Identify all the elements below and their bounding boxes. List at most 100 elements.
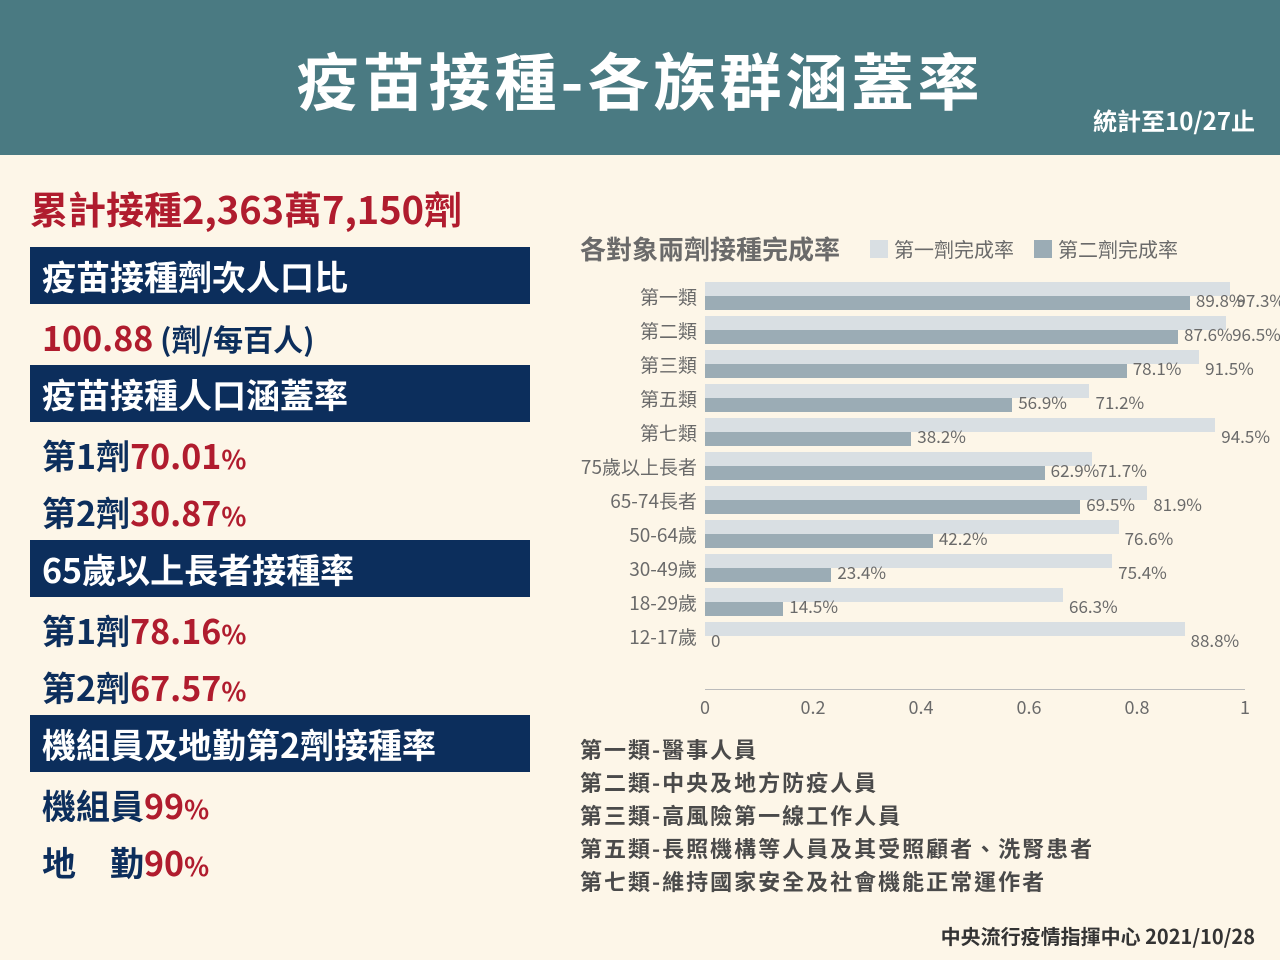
footnote-line: 第二類-中央及地方防疫人員 [580, 766, 1250, 799]
row-label: 18-29歲 [580, 589, 705, 616]
bar-first-dose [705, 520, 1119, 534]
x-tick: 0.6 [1017, 694, 1042, 720]
legend-label: 第二劑完成率 [1058, 234, 1178, 263]
bar-label: 81.9% [1153, 491, 1202, 516]
x-tick: 0.2 [801, 694, 826, 720]
chart-row: 第五類 56.9% 71.2% [580, 381, 1250, 415]
bar-first-dose [705, 622, 1185, 636]
bar-second-dose [705, 330, 1178, 344]
chart-row: 12-17歲0 88.8% [580, 619, 1250, 653]
bar-second-dose [705, 432, 911, 446]
bar-label: 97.3% [1236, 287, 1280, 312]
chart-header: 各對象兩劑接種完成率 第一劑完成率 第二劑完成率 [580, 230, 1250, 267]
bar-label: 71.2% [1095, 389, 1144, 414]
bar-second-dose [705, 534, 933, 548]
bar-label: 88.8% [1191, 627, 1240, 652]
row-label: 第二類 [580, 317, 705, 344]
legend-item: 第二劑完成率 [1034, 234, 1178, 263]
chart-row: 50-64歲 42.2% 76.6% [580, 517, 1250, 551]
footnote-line: 第五類-長照機構等人員及其受照顧者、洗腎患者 [580, 832, 1250, 865]
total-doses: 累計接種2,363萬7,150劑 [30, 180, 570, 235]
bar-second-dose [705, 568, 831, 582]
row-label: 30-49歲 [580, 555, 705, 582]
bar-label: 71.7% [1098, 457, 1147, 482]
row-label: 第五類 [580, 385, 705, 412]
legend-label: 第一劑完成率 [894, 234, 1014, 263]
footnote-line: 第三類-高風險第一線工作人員 [580, 799, 1250, 832]
legend-swatch [1034, 240, 1052, 258]
bar-first-dose [705, 452, 1092, 466]
bars: 23.4%75.4% [705, 551, 1250, 585]
row-label: 65-74長者 [580, 487, 705, 514]
bars: 56.9% 71.2% [705, 381, 1250, 415]
footnote-line: 第七類-維持國家安全及社會機能正常運作者 [580, 865, 1250, 898]
row-label: 第三類 [580, 351, 705, 378]
section-header: 疫苗接種人口涵蓋率 [30, 365, 530, 422]
row-label: 75歲以上長者 [580, 453, 705, 480]
bars: 38.2%94.5% [705, 415, 1250, 449]
x-tick: 0.8 [1125, 694, 1150, 720]
bar-first-dose [705, 282, 1230, 296]
section-header: 機組員及地勤第2劑接種率 [30, 715, 530, 772]
section-header: 疫苗接種劑次人口比 [30, 247, 530, 304]
bar-label: 42.2% [939, 525, 988, 550]
legend-swatch [870, 240, 888, 258]
bar-first-dose [705, 316, 1226, 330]
bar-label: 76.6% [1125, 525, 1174, 550]
bar-label: 87.6% [1184, 321, 1233, 346]
bar-second-dose [705, 364, 1127, 378]
bar-second-dose [705, 398, 1012, 412]
stat-line: 第2劑67.57% [30, 658, 570, 715]
chart-row: 第七類38.2%94.5% [580, 415, 1250, 449]
row-label: 50-64歲 [580, 521, 705, 548]
right-panel: 各對象兩劑接種完成率 第一劑完成率 第二劑完成率 第一類89.8%97.3% 第二類… [570, 180, 1250, 898]
content: 累計接種2,363萬7,150劑 疫苗接種劑次人口比100.88 (劑/每百人)… [0, 155, 1280, 898]
bars: 78.1%91.5% [705, 347, 1250, 381]
legend-item: 第一劑完成率 [870, 234, 1014, 263]
bar-second-dose [705, 500, 1080, 514]
row-label: 12-17歲 [580, 623, 705, 650]
chart-row: 第一類89.8%97.3% [580, 279, 1250, 313]
stat-line: 機組員99% [30, 776, 570, 833]
chart-legend: 第一劑完成率 第二劑完成率 [870, 234, 1178, 263]
row-label: 第七類 [580, 419, 705, 446]
page-title: 疫苗接種-各族群涵蓋率 [297, 33, 984, 123]
bar-label: 69.5% [1086, 491, 1135, 516]
footnotes: 第一類-醫事人員第二類-中央及地方防疫人員第三類-高風險第一線工作人員第五類-長… [580, 733, 1250, 898]
stat-line: 地 勤90% [30, 833, 570, 890]
chart-row: 30-49歲23.4%75.4% [580, 551, 1250, 585]
chart-row: 18-29歲14.5%66.3% [580, 585, 1250, 619]
bar-label: 14.5% [789, 593, 838, 618]
bar-label: 0 [711, 627, 720, 652]
stat-line: 100.88 (劑/每百人) [30, 308, 570, 365]
bar-label: 78.1% [1133, 355, 1182, 380]
section-header: 65歲以上長者接種率 [30, 540, 530, 597]
stat-line: 第2劑30.87% [30, 483, 570, 540]
x-axis: 00.20.40.60.81 [705, 689, 1245, 713]
bar-first-dose [705, 350, 1199, 364]
chart-row: 第二類87.6%96.5% [580, 313, 1250, 347]
bars: 0 88.8% [705, 619, 1250, 653]
chart-row: 75歲以上長者 62.9%71.7% [580, 449, 1250, 483]
header-banner: 疫苗接種-各族群涵蓋率 統計至10/27止 [0, 0, 1280, 155]
chart-title: 各對象兩劑接種完成率 [580, 230, 840, 267]
bars: 42.2% 76.6% [705, 517, 1250, 551]
bar-label: 23.4% [837, 559, 886, 584]
source-credit: 中央流行疫情指揮中心 2021/10/28 [941, 921, 1255, 950]
bar-label: 91.5% [1205, 355, 1254, 380]
bar-first-dose [705, 486, 1147, 500]
bars: 89.8%97.3% [705, 279, 1250, 313]
bar-label: 62.9% [1051, 457, 1100, 482]
bar-label: 56.9% [1018, 389, 1067, 414]
bar-first-dose [705, 554, 1112, 568]
stat-line: 第1劑78.16% [30, 601, 570, 658]
bar-second-dose [705, 296, 1190, 310]
bar-second-dose [705, 602, 783, 616]
bar-label: 38.2% [917, 423, 966, 448]
left-panel: 累計接種2,363萬7,150劑 疫苗接種劑次人口比100.88 (劑/每百人)… [30, 180, 570, 898]
stat-date: 統計至10/27止 [1093, 102, 1255, 137]
x-tick: 1 [1240, 694, 1250, 720]
bars: 69.5% 81.9% [705, 483, 1250, 517]
bar-label: 94.5% [1221, 423, 1270, 448]
bars: 14.5%66.3% [705, 585, 1250, 619]
